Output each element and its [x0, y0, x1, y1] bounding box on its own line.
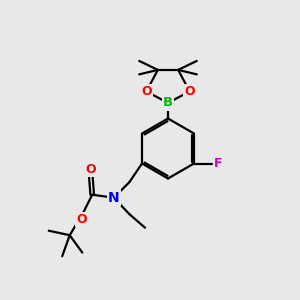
Text: O: O	[141, 85, 152, 98]
Text: O: O	[77, 213, 87, 226]
Text: F: F	[214, 157, 223, 170]
Text: O: O	[85, 163, 96, 176]
Text: B: B	[163, 96, 173, 110]
Text: O: O	[184, 85, 195, 98]
Text: N: N	[108, 191, 120, 205]
